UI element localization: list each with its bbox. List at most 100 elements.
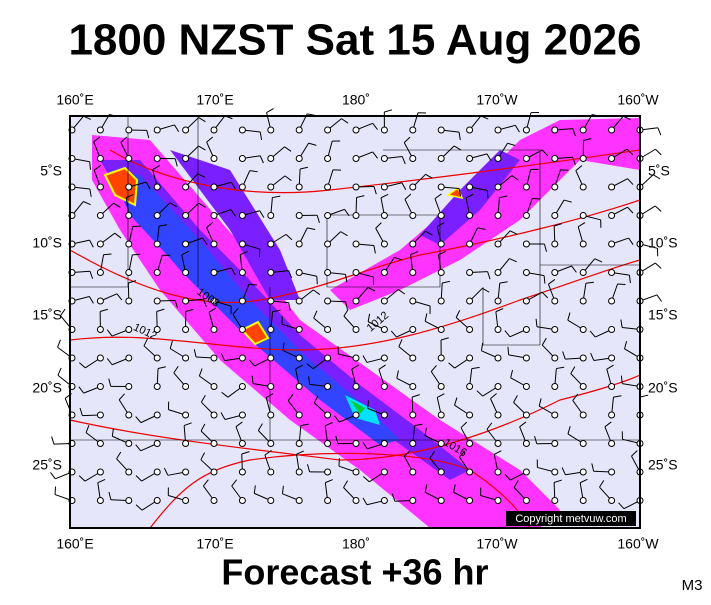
station: [211, 156, 217, 162]
station: [580, 441, 586, 447]
station: [609, 498, 615, 504]
station: [467, 469, 473, 475]
station: [183, 156, 189, 162]
station: [183, 270, 189, 276]
station: [126, 213, 132, 219]
station: [239, 384, 245, 390]
station: [183, 127, 189, 133]
station: [438, 327, 444, 333]
station: [268, 327, 274, 333]
station: [154, 270, 160, 276]
station: [609, 127, 615, 133]
station: [438, 498, 444, 504]
station: [410, 184, 416, 190]
station: [552, 241, 558, 247]
station: [609, 327, 615, 333]
station: [580, 327, 586, 333]
station: [97, 184, 103, 190]
station: [211, 412, 217, 418]
station: [97, 412, 103, 418]
station: [268, 184, 274, 190]
station: [353, 213, 359, 219]
station: [580, 184, 586, 190]
station: [325, 298, 331, 304]
station: [552, 469, 558, 475]
station: [552, 327, 558, 333]
station: [353, 156, 359, 162]
station: [211, 441, 217, 447]
station: [467, 298, 473, 304]
station: [268, 384, 274, 390]
lon-label: 170˚W: [476, 536, 518, 552]
station: [609, 412, 615, 418]
barb-flag: [58, 340, 61, 347]
station: [211, 327, 217, 333]
station: [239, 327, 245, 333]
station: [183, 498, 189, 504]
copyright: Copyright metvuw.com: [515, 513, 626, 525]
station: [609, 298, 615, 304]
station: [268, 355, 274, 361]
station: [268, 498, 274, 504]
station: [467, 384, 473, 390]
barb-flag: [52, 437, 54, 445]
station: [154, 355, 160, 361]
station: [580, 469, 586, 475]
forecast-label: Forecast +36 hr: [221, 552, 488, 593]
barb-flag: [655, 149, 661, 155]
station: [353, 355, 359, 361]
lat-label: 5˚S: [648, 163, 670, 179]
station: [325, 498, 331, 504]
station: [325, 156, 331, 162]
station: [381, 412, 387, 418]
station: [353, 127, 359, 133]
station: [154, 241, 160, 247]
station: [609, 156, 615, 162]
station: [211, 213, 217, 219]
barb-flag: [58, 368, 61, 375]
station: [183, 184, 189, 190]
station: [211, 469, 217, 475]
station: [495, 441, 501, 447]
station: [97, 241, 103, 247]
station: [239, 355, 245, 361]
station: [154, 412, 160, 418]
barb-flag: [618, 284, 626, 285]
station: [183, 384, 189, 390]
station: [552, 156, 558, 162]
station: [268, 412, 274, 418]
station: [381, 327, 387, 333]
lat-label: 15˚S: [32, 307, 62, 323]
station: [211, 355, 217, 361]
station: [268, 127, 274, 133]
station: [410, 441, 416, 447]
station: [495, 213, 501, 219]
station: [552, 355, 558, 361]
station: [154, 156, 160, 162]
station: [523, 156, 529, 162]
station: [353, 270, 359, 276]
station: [296, 213, 302, 219]
station: [467, 441, 473, 447]
station: [296, 412, 302, 418]
lat-label: 25˚S: [648, 457, 678, 473]
station: [410, 127, 416, 133]
lon-label: 170˚W: [476, 92, 518, 108]
station: [126, 241, 132, 247]
station: [211, 184, 217, 190]
station: [268, 241, 274, 247]
lon-label: 160˚E: [56, 92, 93, 108]
station: [552, 298, 558, 304]
station: [239, 298, 245, 304]
lon-label: 160˚W: [617, 536, 659, 552]
station: [438, 184, 444, 190]
station: [609, 213, 615, 219]
station: [523, 241, 529, 247]
station: [353, 412, 359, 418]
lat-label: 15˚S: [648, 307, 678, 323]
station: [183, 441, 189, 447]
station: [580, 127, 586, 133]
station: [580, 270, 586, 276]
station: [523, 498, 529, 504]
